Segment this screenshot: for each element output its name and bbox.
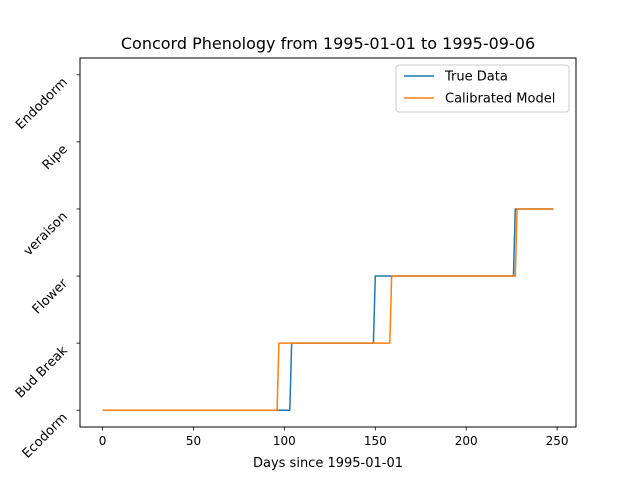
x-tick-label: 150 bbox=[364, 434, 387, 448]
x-tick-label: 200 bbox=[455, 434, 478, 448]
y-tick-label: veraison bbox=[21, 209, 71, 259]
y-tick-label: Ripe bbox=[40, 142, 71, 173]
y-tick-label: Endodorm bbox=[13, 75, 71, 133]
x-axis: 0 50 100 150 200 250 bbox=[99, 427, 569, 448]
series-line-1 bbox=[102, 208, 554, 411]
legend-label-1: Calibrated Model bbox=[445, 92, 555, 107]
y-tick-label: Ecodorm bbox=[20, 410, 71, 461]
x-tick-label: 250 bbox=[546, 434, 569, 448]
series-line-0 bbox=[102, 208, 554, 411]
x-axis-label: Days since 1995-01-01 bbox=[253, 456, 403, 471]
series-layer bbox=[102, 208, 554, 411]
plot-frame bbox=[79, 57, 577, 428]
legend-label-0: True Data bbox=[444, 70, 508, 85]
chart-title: Concord Phenology from 1995-01-01 to 199… bbox=[121, 34, 535, 53]
x-tick-label: 100 bbox=[273, 434, 296, 448]
legend: True Data Calibrated Model bbox=[395, 64, 570, 113]
x-tick-label: 0 bbox=[99, 434, 107, 448]
y-tick-label: Flower bbox=[30, 276, 71, 317]
x-tick-label: 50 bbox=[186, 434, 201, 448]
y-tick-label: Bud Break bbox=[13, 343, 71, 401]
legend-box bbox=[395, 64, 570, 113]
y-axis: Ecodorm Bud Break Flower veraison Ripe Endodo… bbox=[13, 74, 80, 462]
